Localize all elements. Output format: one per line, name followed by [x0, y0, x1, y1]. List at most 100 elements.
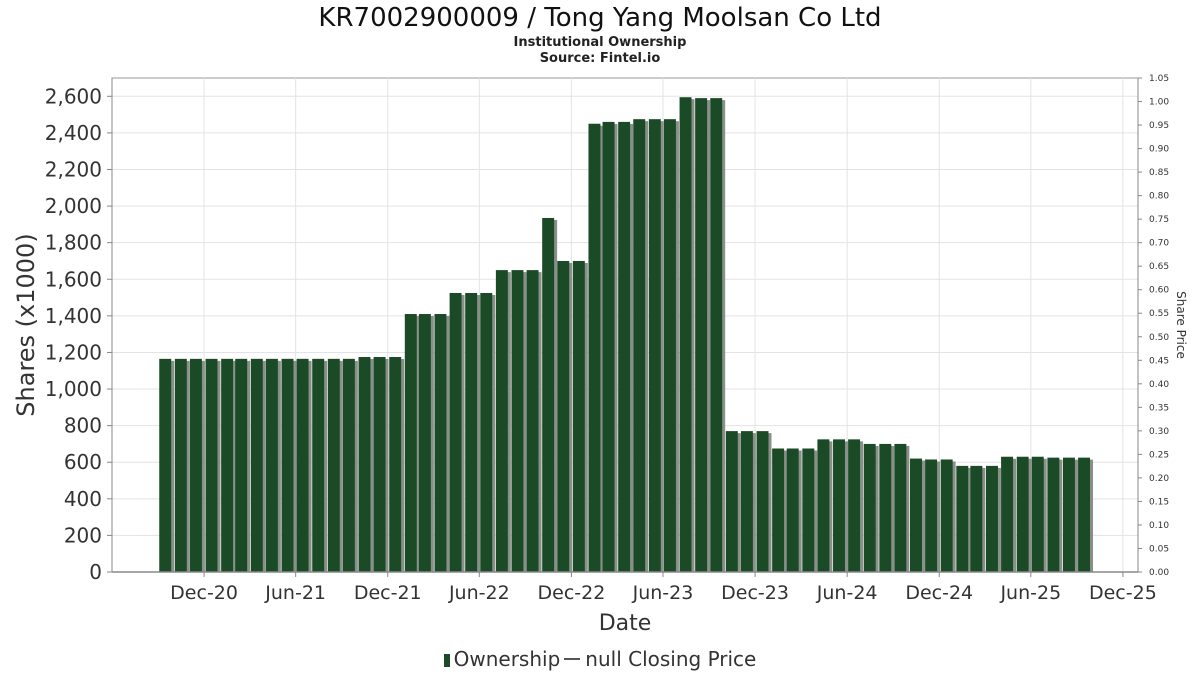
x-tick-label: Jun-22 [448, 582, 510, 604]
x-axis-title: Date [599, 611, 652, 636]
ownership-bar [740, 431, 753, 572]
ownership-legend-label[interactable]: Ownership [453, 647, 561, 671]
y2-tick-label: 0.40 [1149, 380, 1169, 390]
y-tick-label: 200 [64, 523, 102, 547]
ownership-bar [205, 358, 218, 572]
y2-tick-label: 0.50 [1149, 333, 1169, 343]
y-tick-label: 2,600 [45, 84, 102, 108]
ownership-bar [1078, 457, 1091, 572]
ownership-bar [174, 358, 187, 572]
ownership-bar [480, 292, 493, 572]
y-tick-label: 800 [64, 414, 102, 438]
ownership-bar [572, 260, 585, 572]
ownership-bar [235, 358, 248, 572]
ownership-bar [434, 314, 447, 572]
ownership-bar [985, 465, 998, 572]
ownership-bar [940, 459, 953, 572]
ownership-bar [373, 357, 386, 572]
ownership-bar [1031, 456, 1044, 572]
ownership-bar [312, 358, 325, 572]
ownership-bar [557, 260, 570, 572]
y-tick-label: 2,200 [45, 157, 102, 181]
ownership-legend-swatch [443, 654, 450, 667]
ownership-bar [1016, 456, 1029, 572]
ownership-bar [159, 358, 172, 572]
y-tick-label: 1,600 [45, 267, 102, 291]
ownership-bar [756, 431, 769, 572]
x-tick-label: Dec-20 [170, 582, 238, 604]
ownership-bar [588, 123, 601, 573]
x-tick-label: Jun-23 [632, 582, 694, 604]
ownership-bar [679, 97, 692, 572]
x-tick-label: Dec-21 [354, 582, 422, 604]
ownership-bar [772, 448, 785, 572]
ownership-bar [1062, 457, 1075, 572]
ownership-bar [250, 358, 263, 572]
y-tick-label: 1,200 [45, 340, 102, 364]
ownership-bar [602, 121, 615, 573]
x-tick-label: Jun-25 [999, 582, 1061, 604]
y2-tick-label: 1.00 [1149, 98, 1169, 108]
ownership-bar [633, 119, 646, 573]
y2-tick-label: 0.45 [1149, 356, 1169, 366]
y-tick-label: 2,000 [45, 194, 102, 218]
chart-subtitle: Institutional Ownership [513, 35, 687, 50]
ownership-bar [863, 443, 876, 572]
x-tick-label: Dec-24 [905, 582, 973, 604]
y-tick-label: 1,000 [45, 377, 102, 401]
ownership-bar [817, 439, 830, 572]
ownership-bar [418, 314, 431, 572]
ownership-bar [221, 358, 234, 572]
ownership-bar [327, 358, 340, 572]
ownership-bar [358, 357, 371, 572]
x-tick-label: Dec-22 [538, 582, 606, 604]
ownership-bar [296, 358, 309, 572]
y-tick-label: 400 [64, 487, 102, 511]
ownership-bar [725, 431, 738, 572]
ownership-bar [848, 439, 861, 572]
ownership-bar [281, 358, 294, 572]
y2-tick-label: 0.05 [1149, 544, 1169, 554]
ownership-bar [802, 448, 815, 572]
y-axis-title: Shares (x1000) [12, 233, 40, 416]
ownership-bar [389, 357, 402, 572]
y2-tick-label: 0.60 [1149, 286, 1169, 296]
closing-price-legend-label[interactable]: null Closing Price [585, 647, 757, 671]
y2-tick-label: 0.70 [1149, 239, 1169, 249]
y2-tick-label: 1.05 [1149, 74, 1169, 84]
y2-axis-title: Share Price [1174, 291, 1188, 359]
chart-source: Source: Fintel.io [539, 51, 661, 66]
y2-tick-label: 0.00 [1149, 568, 1169, 578]
ownership-bar [894, 443, 907, 572]
ownership-bar [879, 443, 892, 572]
ownership-bar [1047, 457, 1060, 572]
ownership-bar [465, 292, 478, 572]
y2-tick-label: 0.65 [1149, 262, 1169, 272]
ownership-bar [189, 358, 202, 572]
y-tick-label: 600 [64, 450, 102, 474]
x-tick-label: Dec-23 [721, 582, 789, 604]
y2-tick-label: 0.90 [1149, 145, 1169, 155]
x-tick-label: Jun-24 [816, 582, 878, 604]
y2-tick-label: 0.95 [1149, 121, 1169, 131]
y2-tick-label: 0.85 [1149, 168, 1169, 178]
y2-tick-label: 0.10 [1149, 521, 1169, 531]
ownership-bar [663, 119, 676, 573]
ownership-bar [648, 119, 661, 573]
y-tick-label: 1,800 [45, 231, 102, 255]
x-tick-label: Jun-21 [264, 582, 326, 604]
ownership-bar [495, 270, 508, 572]
ownership-bar [833, 439, 845, 572]
ownership-bar [956, 465, 969, 572]
y2-tick-label: 0.15 [1149, 497, 1169, 507]
ownership-bar [404, 314, 417, 572]
ownership-bar [265, 358, 278, 572]
y-tick-label: 1,400 [45, 304, 102, 328]
y2-tick-label: 0.75 [1149, 215, 1169, 225]
y2-tick-label: 0.80 [1149, 192, 1169, 202]
ownership-bar [710, 98, 723, 573]
ownership-bar [925, 459, 938, 572]
ownership-bar [342, 358, 355, 572]
chart-legend: Ownership null Closing Price [0, 647, 1200, 671]
